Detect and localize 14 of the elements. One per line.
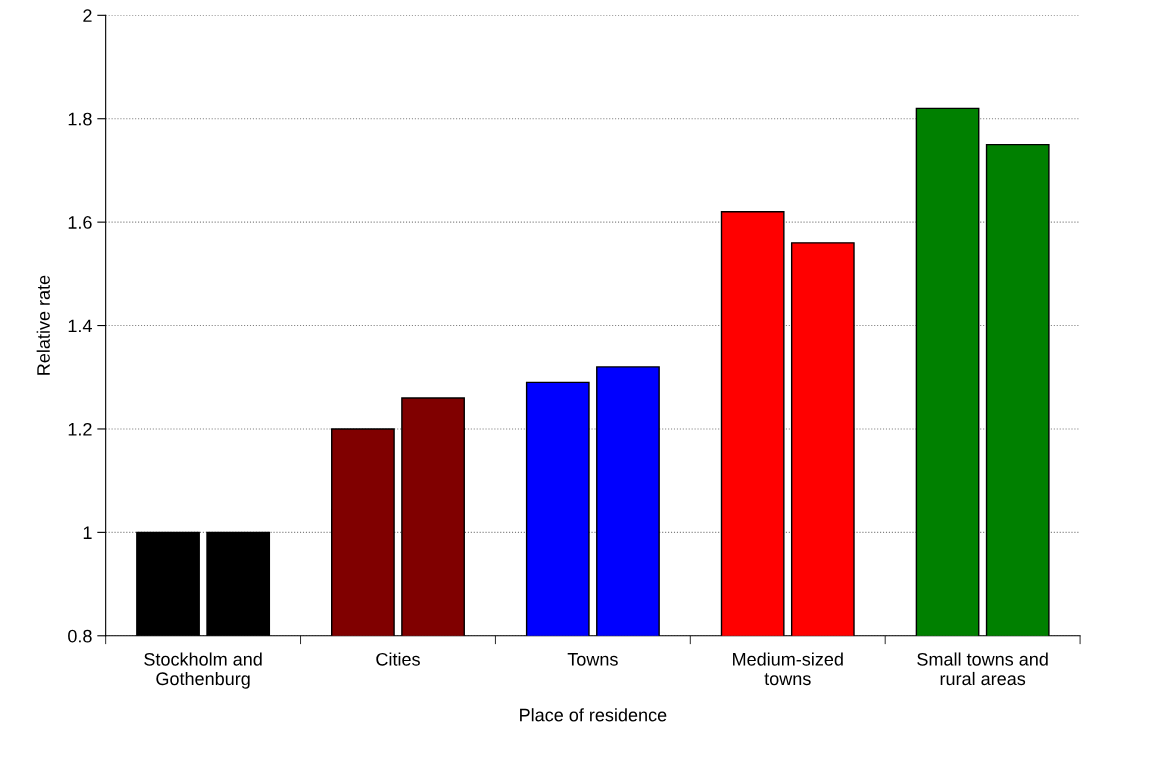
- y-tick-label: 1.8: [68, 112, 92, 126]
- y-tick-label: 0.8: [68, 629, 92, 643]
- x-tick-label: Stockholm and Gothenburg: [144, 652, 262, 689]
- x-tick-label: Medium-sized towns: [733, 652, 843, 686]
- x-tick-label: Towns: [567, 653, 618, 666]
- y-axis-title: Relative rate: [36, 275, 50, 375]
- y-tick-label: 1.4: [68, 319, 92, 333]
- y-tick-label: 1: [83, 526, 92, 539]
- y-tick-label: 1.6: [68, 216, 92, 229]
- x-axis-title: Place of residence: [520, 708, 667, 722]
- y-tick-label: 2: [83, 9, 92, 22]
- x-tick-label: Cities: [376, 652, 420, 666]
- y-tick-label: 1.2: [68, 422, 92, 436]
- x-tick-label: Small towns and rural areas: [917, 652, 1048, 686]
